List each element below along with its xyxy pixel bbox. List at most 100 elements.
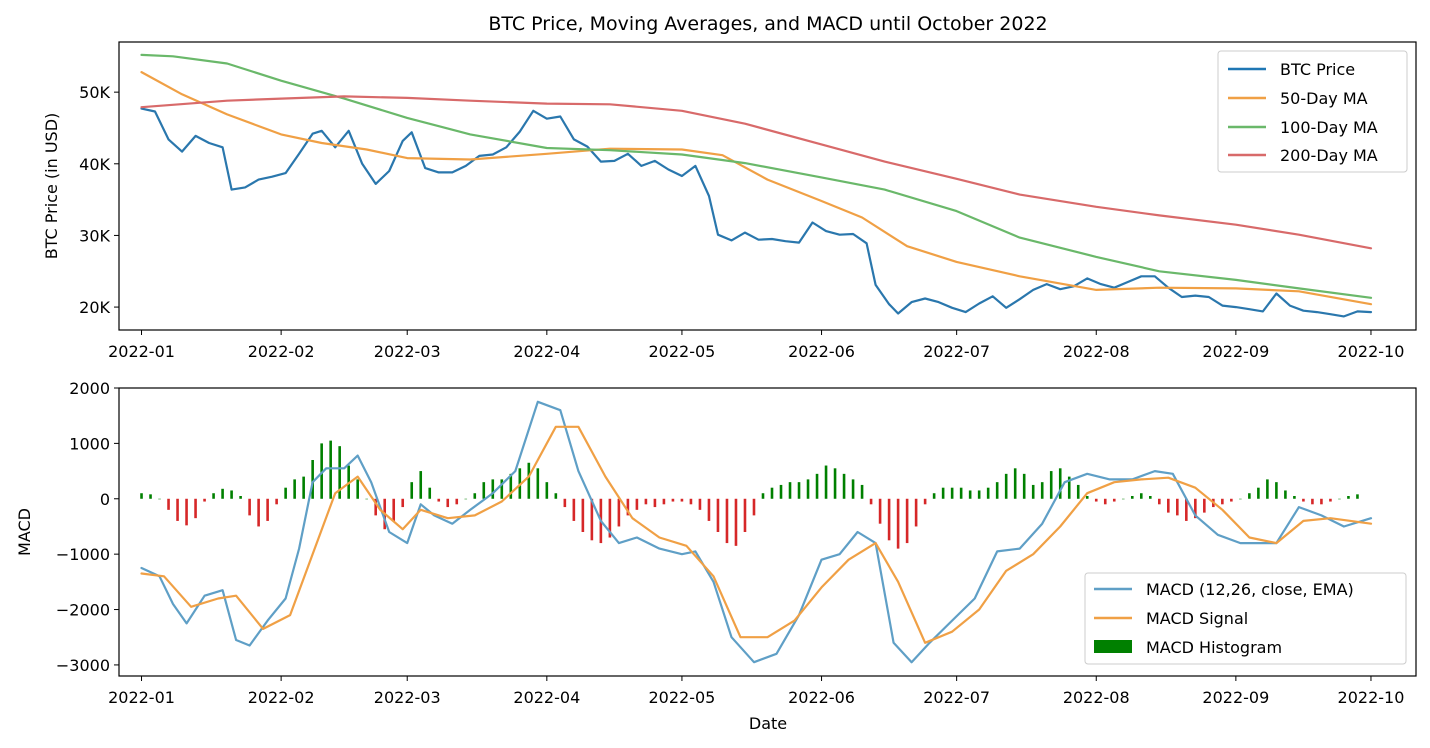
histogram-bar xyxy=(662,498,666,505)
histogram-bar xyxy=(725,498,729,544)
macd-legend: MACD (12,26, close, EMA) MACD Signal MAC… xyxy=(1084,572,1407,665)
histogram-bar xyxy=(491,479,495,499)
histogram-bar xyxy=(743,498,747,532)
legend-label-macd-histogram: MACD Histogram xyxy=(1146,638,1282,657)
histogram-bar xyxy=(779,484,783,499)
histogram-bar xyxy=(212,493,215,499)
histogram-bar xyxy=(545,482,549,499)
histogram-bar xyxy=(365,498,368,500)
histogram-bar xyxy=(1266,479,1269,499)
histogram-bar xyxy=(1311,498,1314,505)
histogram-bar xyxy=(536,468,540,499)
histogram-bar xyxy=(158,498,161,500)
histogram-bar xyxy=(977,490,981,499)
price-panel: BTC Price (in USD) 2022-01 2022-02 2022-03… xyxy=(42,41,1417,361)
price-legend-box xyxy=(1217,50,1408,173)
histogram-bar xyxy=(356,479,359,499)
histogram-bar xyxy=(302,476,305,499)
histogram-bar xyxy=(185,498,188,526)
histogram-bar xyxy=(1094,498,1098,502)
histogram-bar xyxy=(1103,498,1107,505)
histogram-bar xyxy=(788,482,792,499)
histogram-bar xyxy=(635,498,639,510)
price-y-tick-label: 50K xyxy=(79,83,110,102)
macd-x-axis-label: Date xyxy=(749,714,787,733)
histogram-bar xyxy=(572,498,576,521)
histogram-bar xyxy=(869,498,873,505)
macd-y-tick-label: −1000 xyxy=(56,545,110,564)
histogram-bar xyxy=(1130,496,1134,499)
histogram-bar xyxy=(500,479,504,499)
histogram-bar xyxy=(1203,498,1206,513)
macd-12-26-close-ema-line xyxy=(140,400,1373,664)
histogram-bar xyxy=(275,498,278,505)
histogram-bar xyxy=(1112,498,1116,502)
histogram-bar xyxy=(1284,490,1287,499)
histogram-bar xyxy=(626,498,630,516)
100-day-ma-line xyxy=(140,53,1373,299)
price-x-tick-label: 2022-04 xyxy=(513,342,580,361)
histogram-bar xyxy=(266,498,269,521)
macd-x-tick-label: 2022-01 xyxy=(108,688,175,707)
histogram-bar xyxy=(1058,468,1062,499)
legend-label-50-day-ma: 50-Day MA xyxy=(1280,89,1368,108)
histogram-bar xyxy=(509,473,513,499)
histogram-bar xyxy=(1293,496,1296,499)
histogram-bar xyxy=(1221,498,1224,505)
histogram-bar xyxy=(617,498,621,527)
macd-x-tick-label: 2022-06 xyxy=(788,688,855,707)
histogram-bar xyxy=(140,493,143,499)
histogram-bar xyxy=(1230,498,1233,502)
price-x-tick-label: 2022-05 xyxy=(649,342,716,361)
histogram-bar xyxy=(986,487,990,499)
50-day-ma-line xyxy=(140,70,1373,306)
macd-x-tick-label: 2022-07 xyxy=(923,688,990,707)
macd-legend-box xyxy=(1084,572,1407,665)
histogram-bar xyxy=(797,482,801,499)
legend-label-btc-price: BTC Price xyxy=(1280,60,1355,79)
price-y-tick-label: 30K xyxy=(79,226,110,245)
histogram-bar xyxy=(1158,498,1161,505)
macd-y-tick-label: −3000 xyxy=(56,656,110,675)
histogram-bar xyxy=(203,498,206,502)
histogram-bar xyxy=(149,494,152,499)
histogram-bar xyxy=(428,487,432,499)
histogram-bar xyxy=(455,498,459,505)
histogram-bar xyxy=(1239,498,1242,500)
macd-y-tick-label: 2000 xyxy=(69,379,110,398)
histogram-bar xyxy=(896,498,900,549)
histogram-bar xyxy=(1275,482,1278,499)
histogram-bar xyxy=(1076,484,1080,499)
macd-panel: MACD Date 2022-01 2022-02 2022-03 2022-04 20… xyxy=(15,379,1417,733)
price-y-tick-label: 40K xyxy=(79,155,110,174)
histogram-bar xyxy=(419,471,423,499)
legend-swatch-macd-histogram xyxy=(1094,640,1132,653)
histogram-bar xyxy=(248,498,251,516)
histogram-bar xyxy=(311,460,314,499)
histogram-bar xyxy=(554,493,558,499)
histogram-bar xyxy=(1302,498,1305,502)
histogram-bar xyxy=(689,498,693,505)
histogram-bar xyxy=(968,490,972,499)
histogram-bar xyxy=(1176,498,1179,516)
histogram-bar xyxy=(815,473,819,499)
histogram-bar xyxy=(1139,493,1143,499)
histogram-bar xyxy=(644,498,648,505)
histogram-bar xyxy=(194,498,197,519)
histogram-bar xyxy=(1356,494,1359,499)
histogram-bar xyxy=(473,493,477,499)
histogram-bar xyxy=(1257,487,1260,499)
histogram-bar xyxy=(257,498,260,527)
histogram-bar xyxy=(1248,493,1251,499)
200-day-ma-line xyxy=(140,95,1373,250)
histogram-bar xyxy=(527,462,531,499)
histogram-bar xyxy=(608,498,612,538)
histogram-bar xyxy=(842,473,846,499)
histogram-bar xyxy=(1185,498,1188,521)
histogram-bar xyxy=(851,479,855,499)
histogram-bar xyxy=(581,498,585,532)
btc-price-line xyxy=(140,107,1373,318)
chart-title: BTC Price, Moving Averages, and MACD unt… xyxy=(488,13,1047,35)
histogram-bar xyxy=(1320,498,1323,505)
legend-label-macd-signal: MACD Signal xyxy=(1146,609,1248,628)
